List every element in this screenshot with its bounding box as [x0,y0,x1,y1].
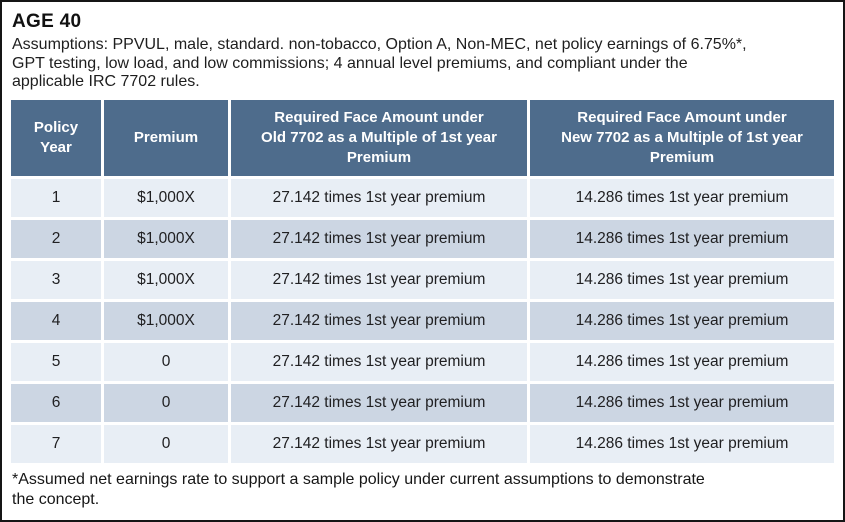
table-cell: 4 [11,302,101,341]
table-row: 1 $1,000X 27.142 times 1st year premium 14.… [11,179,834,218]
table-cell: 27.142 times 1st year premium [231,179,527,218]
table-row: 7 0 27.142 times 1st year premium 14.286 ti… [11,425,834,464]
table-cell: $1,000X [104,179,228,218]
table-cell: $1,000X [104,302,228,341]
table-header: Policy Year Premium Required Face Amount… [11,100,834,177]
assumptions-text: Assumptions: PPVUL, male, standard. non-… [12,36,747,91]
table-cell: 14.286 times 1st year premium [530,343,834,382]
table-row: 4 $1,000X 27.142 times 1st year premium 14.… [11,302,834,341]
table-row: 2 $1,000X 27.142 times 1st year premium 14.… [11,220,834,259]
policy-table: Policy Year Premium Required Face Amount… [8,97,837,466]
table-header-row: Policy Year Premium Required Face Amount… [11,100,834,177]
table-cell: 3 [11,261,101,300]
table-cell: 14.286 times 1st year premium [530,220,834,259]
table-cell: 6 [11,384,101,423]
table-row: 5 0 27.142 times 1st year premium 14.286 ti… [11,343,834,382]
table-cell: 27.142 times 1st year premium [231,220,527,259]
footnote-text: *Assumed net earnings rate to support a … [12,471,705,508]
table-cell: 0 [104,384,228,423]
table-cell: 27.142 times 1st year premium [231,343,527,382]
column-header-old-7702: Required Face Amount under Old 7702 as a… [231,100,527,177]
table-cell: 27.142 times 1st year premium [231,384,527,423]
table-cell: $1,000X [104,261,228,300]
page-title: AGE 40 [12,11,82,32]
table-cell: 2 [11,220,101,259]
table-row: 3 $1,000X 27.142 times 1st year premium 14.… [11,261,834,300]
column-header-policy-year: Policy Year [11,100,101,177]
column-header-new-7702: Required Face Amount under New 7702 as a… [530,100,834,177]
table-cell: 14.286 times 1st year premium [530,425,834,464]
table-row: 6 0 27.142 times 1st year premium 14.286 ti… [11,384,834,423]
table-body: 1 $1,000X 27.142 times 1st year premium 14.… [11,179,834,464]
table-cell: 27.142 times 1st year premium [231,425,527,464]
table-cell: 14.286 times 1st year premium [530,302,834,341]
table-cell: 27.142 times 1st year premium [231,261,527,300]
table-cell: 0 [104,343,228,382]
table-cell: 5 [11,343,101,382]
table-cell: 27.142 times 1st year premium [231,302,527,341]
table-cell: 14.286 times 1st year premium [530,179,834,218]
table-cell: 14.286 times 1st year premium [530,261,834,300]
table-cell: $1,000X [104,220,228,259]
table-cell: 0 [104,425,228,464]
column-header-premium: Premium [104,100,228,177]
table-cell: 14.286 times 1st year premium [530,384,834,423]
table-cell: 7 [11,425,101,464]
table-cell: 1 [11,179,101,218]
